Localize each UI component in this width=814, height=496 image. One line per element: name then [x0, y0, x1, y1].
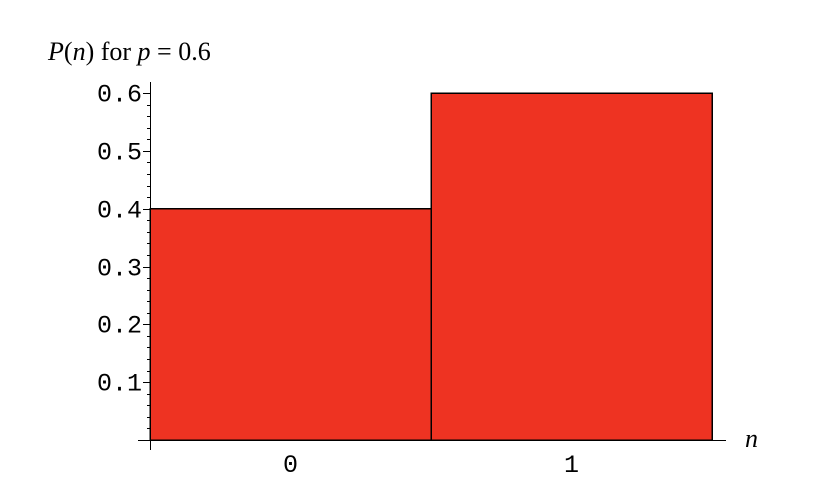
chart-title-part-2: n: [73, 37, 86, 66]
y-tick-label-0.6: 0.6: [97, 81, 142, 110]
chart-title-part-0: P: [47, 37, 64, 66]
chart-title-part-3: ) for: [86, 37, 138, 66]
chart-title: P(n) for p = 0.6: [47, 37, 211, 66]
plot-area: 0.1 0.2 0.3 0.4 0.5 0.6 0 1: [97, 81, 726, 480]
y-tick-label-0.5: 0.5: [97, 139, 142, 168]
chart-title-part-4: p: [136, 37, 151, 66]
chart-title-part-5: = 0.6: [151, 37, 211, 66]
bar-1: [430, 92, 713, 441]
y-tick-label-0.3: 0.3: [97, 255, 142, 284]
x-tick-label-1: 1: [564, 451, 579, 480]
y-tick-label-0.1: 0.1: [97, 370, 142, 399]
bar-0: [149, 207, 432, 441]
x-tick-label-0: 0: [283, 451, 298, 480]
chart-title-part-1: (: [64, 37, 73, 66]
y-tick-label-0.2: 0.2: [97, 312, 142, 341]
x-axis-label: n: [745, 424, 758, 453]
y-tick-label-0.4: 0.4: [97, 197, 142, 226]
